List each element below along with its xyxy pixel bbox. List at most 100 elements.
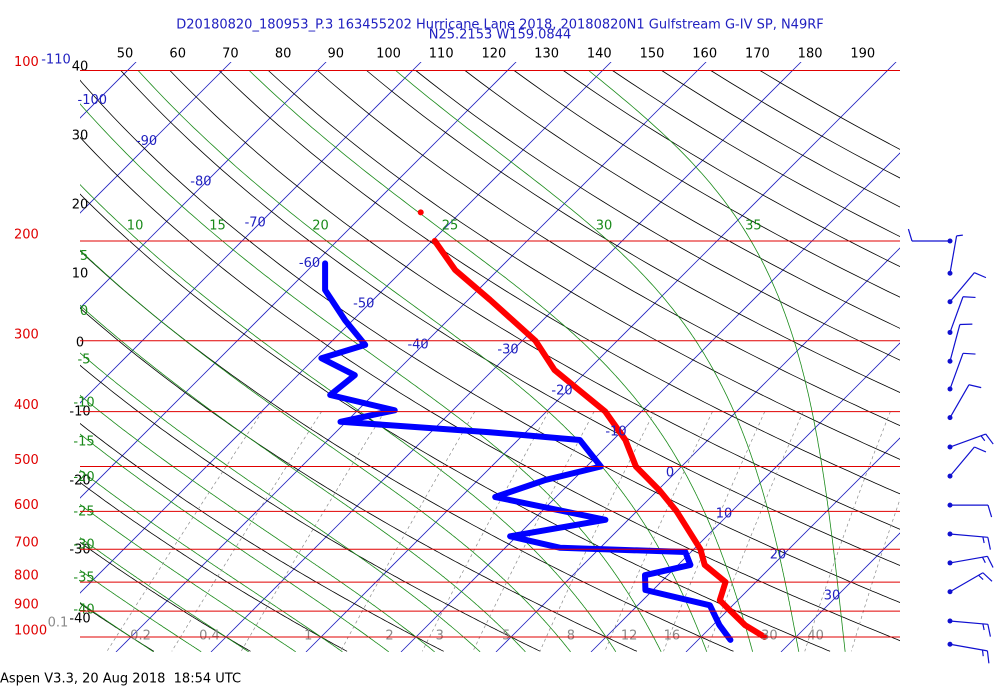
moist-adiabat-label: -40 xyxy=(73,603,94,618)
wind-barb-tick xyxy=(978,574,984,580)
mixing-ratio-line xyxy=(340,411,476,652)
mixing-ratio-label: 2 xyxy=(385,629,393,644)
wind-barb-staff xyxy=(949,235,958,274)
wind-barb xyxy=(947,502,993,518)
dry-adiabat-label: -30 xyxy=(69,543,90,558)
moist-adiabat-label: 15 xyxy=(209,219,226,234)
moist-adiabat-label: 5 xyxy=(80,249,88,264)
wind-barb-tick xyxy=(956,234,963,237)
wind-barb-staff xyxy=(949,533,988,538)
wind-barb-tick xyxy=(981,556,986,564)
wind-barb xyxy=(947,641,990,664)
wind-barb xyxy=(907,228,953,244)
pressure-label: 600 xyxy=(14,498,39,513)
dry-adiabat xyxy=(218,70,900,495)
dry-adiabat-label: 150 xyxy=(640,47,665,62)
dry-adiabat-label: 80 xyxy=(275,47,292,62)
isotherm xyxy=(305,62,897,652)
isotherm-label: -80 xyxy=(190,175,211,190)
wind-barb-tick xyxy=(986,556,994,568)
isotherm xyxy=(80,62,327,309)
profile-line xyxy=(318,260,734,643)
dry-adiabat-label: 90 xyxy=(328,47,345,62)
isotherm xyxy=(115,62,707,652)
isotherm xyxy=(80,62,422,404)
footer: Aspen V3.3, 20 Aug 2018 18:54 UTC xyxy=(0,672,241,687)
dry-adiabat xyxy=(464,70,900,329)
dry-adiabat xyxy=(317,70,900,427)
profile-line xyxy=(431,238,768,640)
wind-barb-tick xyxy=(974,272,987,279)
wind-barb-tick xyxy=(987,624,991,637)
mixing-ratio-label: 16 xyxy=(664,629,681,644)
wind-barb-tick xyxy=(986,650,990,664)
chart-subtitle: N25.2153 W159.0844 xyxy=(429,28,572,43)
isotherm-label: -40 xyxy=(407,337,428,352)
mixing-ratio-label: 30 xyxy=(761,629,778,644)
dry-adiabat-label: 70 xyxy=(222,47,239,62)
mixing-ratio-line xyxy=(804,411,891,652)
pressure-label: 500 xyxy=(14,453,39,468)
isotherm-label: -60 xyxy=(299,256,320,271)
dry-adiabat-label: 110 xyxy=(429,47,454,62)
mixing-ratio-label: 0.2 xyxy=(130,629,151,644)
wind-barb-staff xyxy=(949,433,986,448)
mixing-ratio-line xyxy=(851,498,900,652)
moist-adiabat-label: 25 xyxy=(442,219,459,234)
wind-barb xyxy=(947,446,987,479)
isotherm-label: 20 xyxy=(770,548,787,563)
wind-barb-staff xyxy=(949,446,975,477)
dry-adiabat-label: 180 xyxy=(798,47,823,62)
mixing-ratio-line xyxy=(106,411,263,652)
mixing-ratio-label: 40 xyxy=(807,629,824,644)
isotherm-label: -20 xyxy=(551,384,572,399)
wind-barb xyxy=(947,352,976,392)
mixing-ratio-label: 12 xyxy=(621,629,638,644)
wind-barb-tick xyxy=(982,623,985,631)
moist-adiabat-label: 35 xyxy=(745,219,762,234)
dry-adiabat-label: 60 xyxy=(169,47,186,62)
dry-adiabat-label: 160 xyxy=(692,47,717,62)
isotherm-label: -110 xyxy=(41,53,71,68)
mixing-ratio-label: 0.1 xyxy=(48,616,69,631)
moist-adiabat-label: 20 xyxy=(312,219,329,234)
wind-barb-tick xyxy=(982,572,993,582)
dry-adiabat xyxy=(415,70,900,361)
isotherm xyxy=(590,342,900,652)
wind-barb-staff xyxy=(949,353,964,390)
mixing-ratio-line xyxy=(604,411,713,652)
moist-adiabat-label: -25 xyxy=(73,504,94,519)
wind-barb-tick xyxy=(980,435,986,442)
mixing-ratio-line xyxy=(539,411,655,652)
dry-adiabat-label: 0 xyxy=(76,336,84,351)
wind-barb xyxy=(947,384,982,421)
isotherm-label: 30 xyxy=(824,589,841,604)
wind-barb-staff xyxy=(949,324,961,362)
mixing-ratio-line xyxy=(240,411,385,652)
isotherm-label: -100 xyxy=(78,93,108,108)
wind-barb-staff xyxy=(949,620,988,625)
pressure-label: 300 xyxy=(14,327,39,342)
wind-barb xyxy=(947,234,963,276)
moist-adiabat-label: -15 xyxy=(73,434,94,449)
mixing-ratio-line xyxy=(171,411,322,652)
pressure-label: 800 xyxy=(14,569,39,584)
moist-adiabat-label: -5 xyxy=(78,353,91,368)
pressure-label: 400 xyxy=(14,398,39,413)
moist-adiabat-label: 30 xyxy=(596,219,613,234)
mixing-ratio-label: 1 xyxy=(304,629,312,644)
dry-adiabat xyxy=(366,70,900,393)
dry-adiabat-label: -20 xyxy=(69,474,90,489)
mixing-ratio-line xyxy=(421,411,549,652)
dry-adiabat-label: 10 xyxy=(72,267,89,282)
wind-barb xyxy=(947,433,994,450)
dry-adiabat-label: -40 xyxy=(69,612,90,627)
wind-barb-staff xyxy=(949,296,964,333)
moist-adiabat-label: 0 xyxy=(80,304,88,319)
wind-barb xyxy=(947,618,991,637)
wind-barb xyxy=(947,272,987,305)
dry-adiabat-label: 30 xyxy=(72,129,89,144)
wind-barb-staff xyxy=(949,384,970,418)
